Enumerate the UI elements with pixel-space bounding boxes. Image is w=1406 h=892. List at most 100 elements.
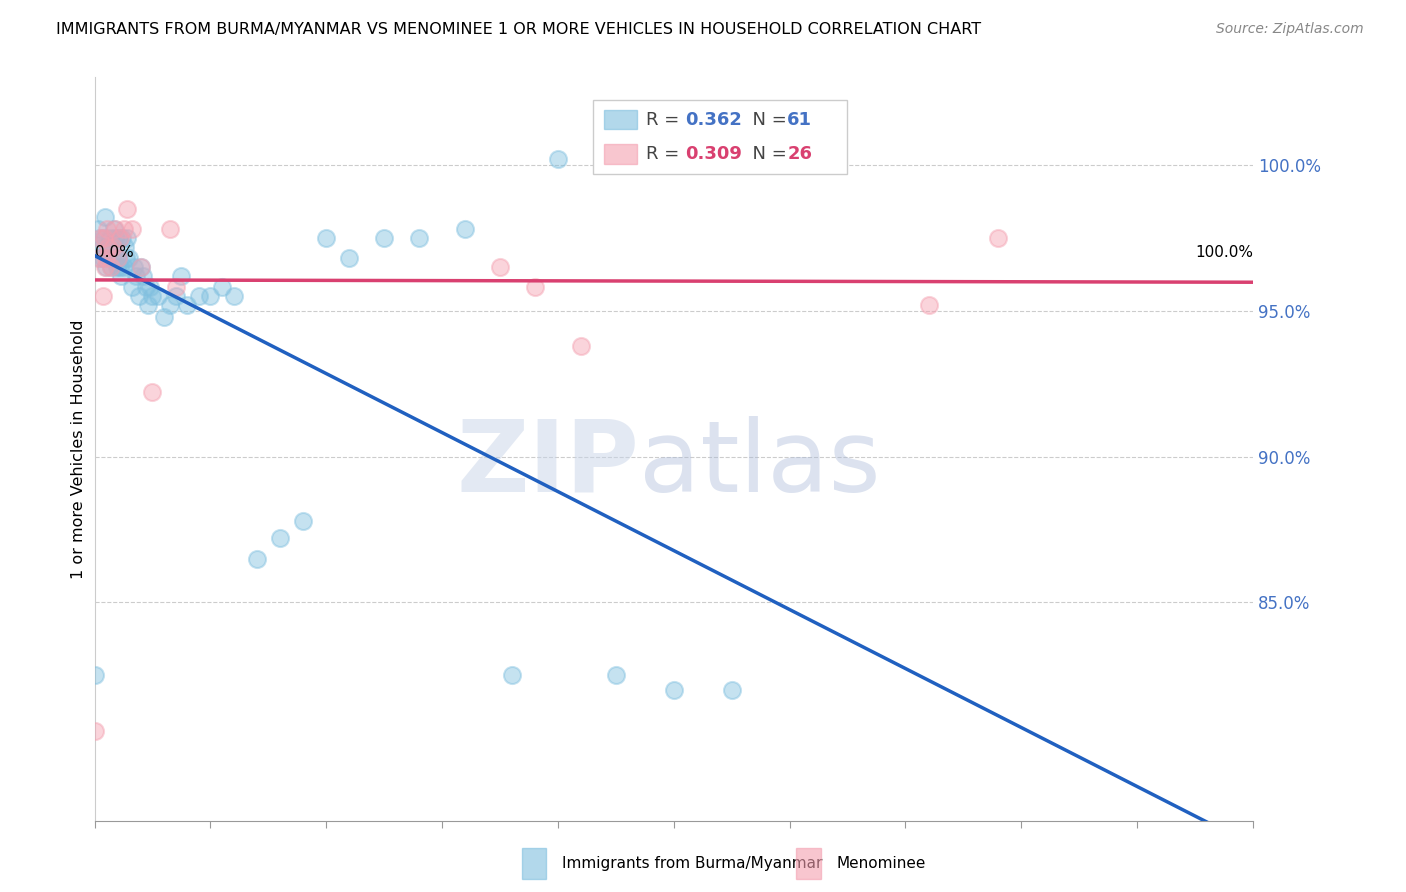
- Point: [103, 222, 125, 236]
- FancyBboxPatch shape: [605, 110, 637, 129]
- Text: ZIP: ZIP: [456, 416, 638, 513]
- Text: atlas: atlas: [638, 416, 880, 513]
- Text: Source: ZipAtlas.com: Source: ZipAtlas.com: [1216, 22, 1364, 37]
- Point: [292, 514, 315, 528]
- Point: [94, 211, 117, 225]
- Point: [987, 231, 1010, 245]
- Point: [112, 222, 135, 236]
- Point: [159, 298, 181, 312]
- Point: [200, 289, 222, 303]
- Point: [170, 268, 193, 283]
- Point: [93, 231, 115, 245]
- Point: [454, 222, 477, 236]
- Point: [408, 231, 430, 245]
- Point: [115, 202, 138, 216]
- Point: [90, 239, 112, 253]
- Point: [141, 289, 163, 303]
- Point: [187, 289, 209, 303]
- Text: 100.0%: 100.0%: [1195, 244, 1253, 260]
- Point: [211, 280, 233, 294]
- Point: [159, 222, 181, 236]
- Point: [136, 298, 159, 312]
- Point: [107, 251, 129, 265]
- Point: [96, 260, 118, 274]
- Point: [662, 682, 685, 697]
- Point: [91, 251, 114, 265]
- Point: [87, 222, 110, 236]
- Point: [89, 251, 111, 265]
- Point: [222, 289, 245, 303]
- Point: [917, 298, 939, 312]
- Point: [98, 231, 121, 245]
- Point: [523, 280, 546, 294]
- Point: [112, 260, 135, 274]
- Point: [94, 260, 117, 274]
- Point: [148, 289, 170, 303]
- Point: [93, 231, 115, 245]
- Point: [135, 280, 157, 294]
- Text: N =: N =: [741, 145, 793, 163]
- Point: [121, 280, 143, 294]
- Text: 26: 26: [787, 145, 813, 163]
- Point: [139, 280, 162, 294]
- Text: 0.362: 0.362: [685, 111, 742, 128]
- Point: [501, 668, 523, 682]
- Point: [122, 260, 145, 274]
- Point: [101, 239, 124, 253]
- Point: [96, 222, 118, 236]
- Point: [108, 231, 131, 245]
- Point: [569, 339, 592, 353]
- Point: [115, 231, 138, 245]
- Point: [129, 260, 152, 274]
- Point: [165, 289, 187, 303]
- Point: [104, 231, 127, 245]
- Point: [129, 260, 152, 274]
- FancyBboxPatch shape: [605, 145, 637, 164]
- Point: [153, 310, 176, 324]
- Point: [96, 251, 118, 265]
- Point: [110, 268, 132, 283]
- Point: [373, 231, 395, 245]
- Point: [89, 231, 111, 245]
- Text: 61: 61: [787, 111, 813, 128]
- Text: IMMIGRANTS FROM BURMA/MYANMAR VS MENOMINEE 1 OR MORE VEHICLES IN HOUSEHOLD CORRE: IMMIGRANTS FROM BURMA/MYANMAR VS MENOMIN…: [56, 22, 981, 37]
- Text: Immigrants from Burma/Myanmar: Immigrants from Burma/Myanmar: [562, 856, 823, 871]
- Point: [125, 268, 148, 283]
- Point: [176, 298, 198, 312]
- Point: [107, 251, 129, 265]
- Point: [108, 260, 131, 274]
- Point: [91, 289, 114, 303]
- Point: [100, 260, 122, 274]
- Point: [101, 251, 124, 265]
- Y-axis label: 1 or more Vehicles in Household: 1 or more Vehicles in Household: [72, 319, 86, 579]
- Point: [132, 268, 155, 283]
- Text: R =: R =: [645, 111, 685, 128]
- Point: [547, 152, 569, 166]
- FancyBboxPatch shape: [592, 100, 848, 174]
- Point: [105, 260, 128, 274]
- Point: [165, 280, 187, 294]
- Point: [339, 251, 361, 265]
- Point: [605, 668, 627, 682]
- Point: [269, 531, 291, 545]
- Point: [89, 231, 111, 245]
- Point: [115, 251, 138, 265]
- Text: 0.0%: 0.0%: [94, 244, 134, 260]
- Point: [97, 251, 120, 265]
- Point: [111, 231, 134, 245]
- Point: [489, 260, 512, 274]
- Point: [118, 251, 141, 265]
- Point: [141, 385, 163, 400]
- Point: [101, 239, 124, 253]
- Point: [315, 231, 337, 245]
- Point: [104, 222, 127, 236]
- Text: 0.309: 0.309: [685, 145, 742, 163]
- Point: [89, 251, 111, 265]
- Point: [83, 723, 105, 738]
- Point: [97, 239, 120, 253]
- Text: N =: N =: [741, 111, 793, 128]
- Point: [720, 682, 742, 697]
- Point: [83, 668, 105, 682]
- Text: Menominee: Menominee: [837, 856, 927, 871]
- Point: [96, 239, 118, 253]
